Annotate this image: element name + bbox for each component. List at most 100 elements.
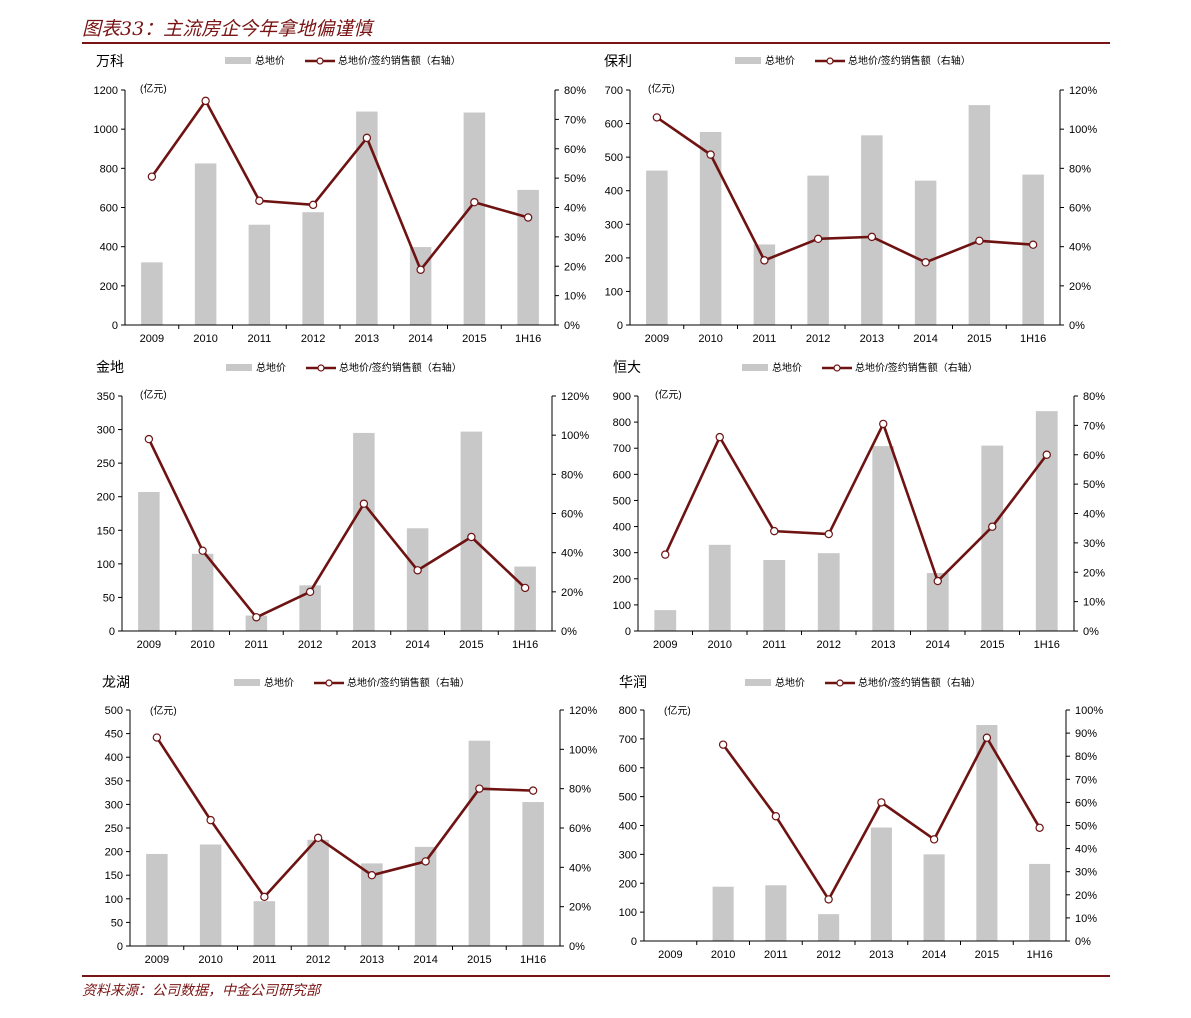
left-tick-label: 250 xyxy=(97,458,115,470)
x-tick-label: 2014 xyxy=(926,639,950,651)
right-tick-label: 120% xyxy=(569,705,597,717)
x-tick-label: 2014 xyxy=(413,954,437,966)
left-tick-label: 200 xyxy=(100,281,118,293)
x-tick-label: 2010 xyxy=(711,949,735,961)
right-tick-label: 40% xyxy=(1069,242,1091,254)
x-tick-label: 2012 xyxy=(298,639,322,651)
left-tick-label: 0 xyxy=(117,941,123,953)
bar-2010 xyxy=(708,544,731,631)
left-tick-label: 0 xyxy=(109,626,115,638)
bar-2014 xyxy=(414,846,437,946)
bar-2011 xyxy=(248,224,271,325)
ratio-point xyxy=(198,546,207,555)
x-tick-label: 2010 xyxy=(193,333,217,345)
chart-3: 金地 (亿元) 总地价 总地价/签约销售额（右轴） 0 50 100 150 200 250 300… xyxy=(96,359,589,651)
ratio-point xyxy=(362,133,372,143)
ratio-point xyxy=(929,835,939,844)
ratio-point xyxy=(308,200,318,210)
right-tick-label: 60% xyxy=(1083,450,1105,462)
bar-2009 xyxy=(141,262,163,325)
bar-2012 xyxy=(807,175,829,325)
left-tick-label: 50 xyxy=(103,592,115,604)
left-tick-label: 400 xyxy=(605,186,623,198)
x-tick-label: 2012 xyxy=(816,949,840,961)
title-rule xyxy=(82,42,1110,44)
bar-2012 xyxy=(302,212,324,325)
right-tick-label: 50% xyxy=(564,173,586,185)
left-tick-label: 700 xyxy=(605,85,623,97)
right-tick-label: 0% xyxy=(1069,320,1085,332)
x-tick-label: 2009 xyxy=(140,333,164,345)
x-tick-label: 2009 xyxy=(137,639,161,651)
bar-2014 xyxy=(914,180,937,325)
right-tick-label: 60% xyxy=(1069,203,1091,215)
right-tick-label: 40% xyxy=(1083,509,1105,521)
left-tick-label: 1000 xyxy=(94,124,118,136)
ratio-point xyxy=(877,798,886,807)
x-tick-label: 1H16 xyxy=(1026,949,1052,961)
legend-bar-swatch xyxy=(234,679,260,686)
bar-2011 xyxy=(753,244,776,325)
right-tick-label: 20% xyxy=(564,261,586,273)
right-tick-label: 40% xyxy=(561,548,583,560)
ratio-line xyxy=(664,422,1048,583)
bar-1H16 xyxy=(517,189,539,325)
legend-bar-swatch xyxy=(742,364,768,371)
x-tick-label: 2009 xyxy=(658,949,682,961)
ratio-point xyxy=(252,613,261,622)
left-tick-label: 100 xyxy=(613,600,631,612)
bar-2014 xyxy=(923,854,945,941)
ratio-point xyxy=(982,733,992,742)
bar-2009 xyxy=(654,610,677,631)
ratio-point xyxy=(1042,450,1051,459)
right-tick-label: 80% xyxy=(564,85,586,97)
legend-line-marker xyxy=(826,57,834,65)
source-rule xyxy=(82,975,1110,977)
bar-1H16 xyxy=(514,566,536,631)
unit-label: (亿元) xyxy=(140,82,167,95)
bar-2009 xyxy=(138,492,160,631)
bar-2015 xyxy=(976,725,998,941)
ratio-point xyxy=(760,256,769,265)
ratio-line xyxy=(147,438,527,619)
left-tick-label: 1200 xyxy=(94,85,118,97)
right-tick-label: 70% xyxy=(1075,774,1097,786)
ratio-point xyxy=(661,550,670,559)
right-tick-label: 30% xyxy=(564,232,586,244)
left-tick-label: 200 xyxy=(619,878,637,890)
ratio-point xyxy=(975,236,984,245)
x-tick-label: 2012 xyxy=(806,333,830,345)
legend-line-marker xyxy=(317,364,325,372)
right-tick-label: 100% xyxy=(1069,124,1097,136)
right-tick-label: 40% xyxy=(1075,844,1097,856)
ratio-point xyxy=(467,532,476,542)
x-tick-label: 2013 xyxy=(355,333,379,345)
right-tick-label: 20% xyxy=(1075,890,1097,902)
x-tick-label: 2015 xyxy=(975,949,999,961)
left-tick-label: 900 xyxy=(613,391,631,403)
bar-2015 xyxy=(468,740,491,946)
legend-bar-swatch xyxy=(735,57,761,64)
bar-2015 xyxy=(460,431,483,631)
x-tick-label: 2015 xyxy=(462,333,486,345)
right-tick-label: 80% xyxy=(1069,163,1091,175)
x-tick-label: 2010 xyxy=(190,639,214,651)
right-tick-label: 60% xyxy=(1075,797,1097,809)
legend-line-marker xyxy=(316,57,324,65)
left-tick-label: 300 xyxy=(605,219,623,231)
legend-line-label: 总地价/签约销售额（右轴） xyxy=(338,54,461,67)
legend-bar-label: 总地价 xyxy=(772,361,802,374)
ratio-point xyxy=(413,566,422,575)
x-tick-label: 2011 xyxy=(764,949,788,961)
legend-line-label: 总地价/签约销售额（右轴） xyxy=(347,676,470,689)
left-tick-label: 600 xyxy=(100,203,118,215)
right-tick-label: 0% xyxy=(1075,936,1091,948)
figure-title: 图表33：主流房企今年拿地偏谨慎 xyxy=(82,18,373,40)
right-tick-label: 70% xyxy=(1083,420,1105,432)
ratio-point xyxy=(206,815,215,825)
ratio-point xyxy=(706,150,715,159)
right-tick-label: 10% xyxy=(1083,597,1105,609)
bar-2010 xyxy=(194,163,217,325)
right-tick-label: 30% xyxy=(1075,867,1097,879)
ratio-point xyxy=(470,198,479,207)
